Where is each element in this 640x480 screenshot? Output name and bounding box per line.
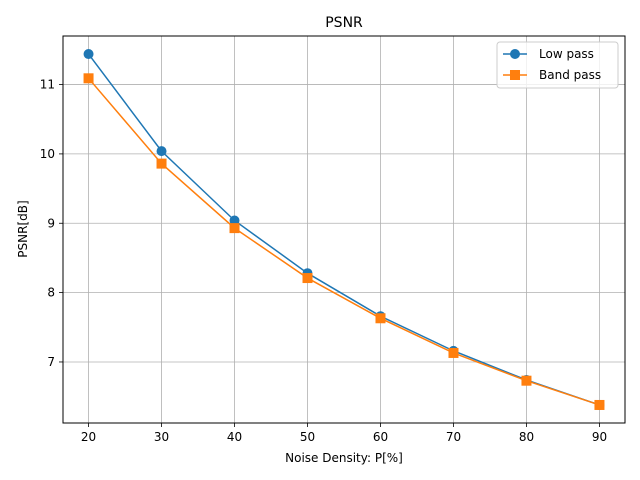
- legend-box: [496, 41, 619, 89]
- y-tick-label: 7: [47, 355, 55, 369]
- x-tick-label: 80: [519, 430, 534, 444]
- data-point-band-pass: [229, 223, 240, 234]
- chart-title: PSNR: [325, 15, 363, 31]
- series-low-pass: [83, 49, 605, 410]
- series-band-pass: [83, 73, 605, 410]
- data-point-low-pass: [156, 146, 167, 157]
- data-point-band-pass: [594, 399, 605, 410]
- y-tick-label: 8: [47, 286, 55, 300]
- grid-lines: [63, 36, 625, 423]
- series-line-band-pass: [87, 77, 600, 406]
- data-point-band-pass: [302, 273, 313, 284]
- x-tick-label: 60: [373, 430, 388, 444]
- data-point-band-pass: [83, 73, 94, 84]
- x-axis-label: Noise Density: P[%]: [285, 451, 403, 465]
- legend-label-band-pass: Band pass: [539, 68, 601, 82]
- data-point-band-pass: [521, 375, 532, 386]
- y-tick-label: 10: [40, 147, 55, 161]
- x-tick-label: 90: [592, 430, 607, 444]
- legend: Low pass Band pass: [496, 41, 619, 89]
- data-point-low-pass: [83, 49, 94, 60]
- data-point-band-pass: [375, 313, 386, 324]
- legend-label-low-pass: Low pass: [539, 47, 594, 61]
- y-axis-label: PSNR[dB]: [16, 200, 30, 257]
- legend-marker-band-pass: [510, 70, 520, 80]
- x-tick-label: 40: [227, 430, 242, 444]
- series-lines: [83, 49, 605, 410]
- data-point-band-pass: [448, 347, 459, 358]
- y-axis: 7 8 9 10 11: [40, 78, 63, 369]
- x-tick-label: 50: [300, 430, 315, 444]
- x-tick-label: 20: [81, 430, 96, 444]
- x-tick-label: 70: [446, 430, 461, 444]
- series-line-low-pass: [87, 53, 600, 406]
- data-point-band-pass: [156, 158, 167, 169]
- y-tick-label: 9: [47, 216, 55, 230]
- plot-frame: [62, 35, 626, 424]
- x-tick-label: 30: [154, 430, 169, 444]
- y-tick-label: 11: [40, 78, 55, 92]
- legend-marker-low-pass: [510, 49, 520, 59]
- x-axis: 20 30 40 50 60 70 80 90: [81, 423, 607, 444]
